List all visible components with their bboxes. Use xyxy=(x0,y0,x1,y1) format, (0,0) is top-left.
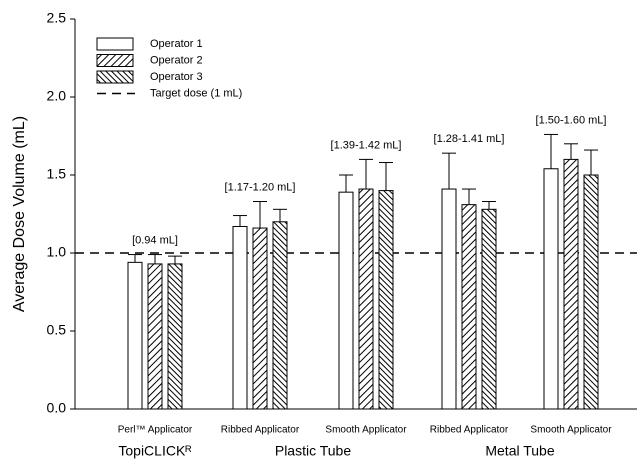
range-label: [1.28-1.41 mL] xyxy=(434,133,505,145)
x-tick-label: Perl™ Applicator xyxy=(118,425,193,436)
bar xyxy=(481,208,497,410)
legend-swatch xyxy=(96,37,134,51)
bar xyxy=(378,190,394,410)
legend-swatch xyxy=(96,70,134,84)
y-tick-label: 1.5 xyxy=(47,166,67,182)
bar xyxy=(461,204,477,410)
legend-label: Operator 2 xyxy=(150,54,203,66)
range-label: [1.17-1.20 mL] xyxy=(225,181,296,193)
y-axis-label: Average Dose Volume (mL) xyxy=(11,116,28,312)
bar xyxy=(358,188,374,410)
y-tick-label: 2.0 xyxy=(47,88,67,104)
x-tick-label: Smooth Applicator xyxy=(530,425,612,436)
range-label: [1.50-1.60 mL] xyxy=(536,114,607,126)
y-tick-label: 1.0 xyxy=(47,244,67,260)
y-tick-label: 2.5 xyxy=(47,10,67,26)
bar xyxy=(441,188,457,410)
bar xyxy=(583,174,599,410)
x-tick-label: Ribbed Applicator xyxy=(430,425,509,436)
range-label: [0.94 mL] xyxy=(132,234,178,246)
bar xyxy=(147,263,163,410)
legend-label: Operator 3 xyxy=(150,71,203,83)
legend-label: Target dose (1 mL) xyxy=(150,87,242,99)
bar xyxy=(272,221,288,410)
y-tick-label: 0.5 xyxy=(47,322,67,338)
legend-label: Operator 1 xyxy=(150,38,203,50)
bar xyxy=(167,263,183,410)
bar xyxy=(563,158,579,410)
group-label: Plastic Tube xyxy=(275,443,351,459)
legend-swatch xyxy=(96,54,134,67)
bar xyxy=(232,225,248,410)
bar xyxy=(543,168,559,410)
group-label: TopiCLICKᴿ xyxy=(118,443,192,459)
x-tick-label: Ribbed Applicator xyxy=(221,425,300,436)
range-label: [1.39-1.42 mL] xyxy=(331,139,402,151)
x-tick-label: Smooth Applicator xyxy=(325,425,407,436)
bar xyxy=(338,191,354,410)
bar xyxy=(127,261,143,410)
y-tick-label: 0.0 xyxy=(47,400,67,416)
group-label: Metal Tube xyxy=(485,443,554,459)
bar xyxy=(252,227,268,410)
